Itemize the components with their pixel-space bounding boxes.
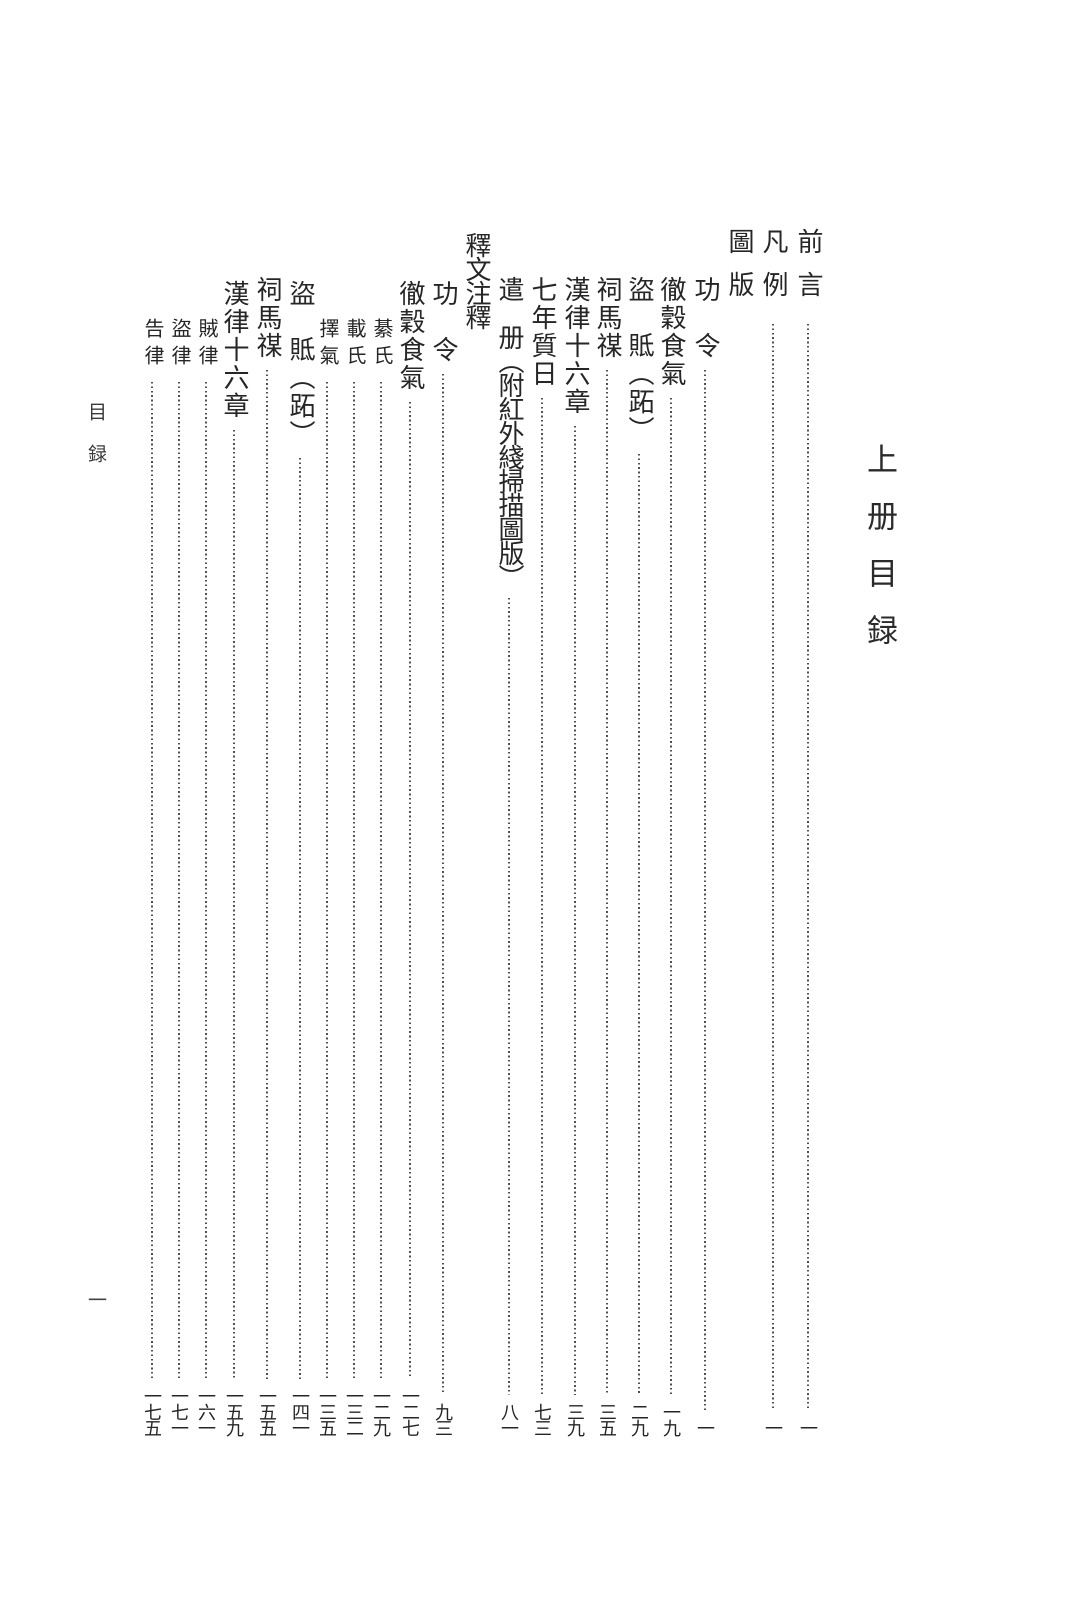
toc-section-heading-text: 釋文注釋 bbox=[462, 232, 491, 328]
toc-entry-page: 八一 bbox=[499, 1403, 519, 1435]
toc-entry-page: 三九 bbox=[565, 1403, 585, 1435]
toc-entry-title: 綦氏 bbox=[370, 318, 392, 372]
toc-entry: 功 令 一 bbox=[688, 276, 722, 1435]
dotted-leader bbox=[151, 382, 153, 1379]
toc-entry: 祠馬禖 三五 bbox=[590, 276, 624, 1435]
toc-entry: 七年質日 七三 bbox=[525, 276, 559, 1435]
toc-entry-title: 祠馬禖 bbox=[253, 276, 282, 360]
dotted-leader bbox=[606, 370, 608, 1395]
toc-entry-page: 一 bbox=[798, 1419, 818, 1435]
dotted-leader bbox=[299, 458, 301, 1379]
dotted-leader bbox=[541, 398, 543, 1395]
toc-entry-title: 漢律十六章 bbox=[220, 280, 249, 420]
toc-entry: 漢律十六章 一五九 bbox=[217, 280, 251, 1435]
dotted-leader bbox=[574, 426, 576, 1395]
toc-entry-page: 一四一 bbox=[290, 1387, 310, 1435]
toc-entry: 徹穀食氣 一二七 bbox=[393, 280, 427, 1435]
dotted-leader bbox=[178, 382, 180, 1379]
folio-number: 一 bbox=[85, 1290, 106, 1309]
toc-entry-title: 功 令 bbox=[429, 280, 458, 364]
toc-entry-title: 盜律 bbox=[168, 318, 190, 372]
toc-entry-page: 一 bbox=[763, 1419, 783, 1435]
dotted-leader bbox=[205, 382, 207, 1379]
toc-entry-title: 盜 貾（跖） bbox=[625, 276, 654, 444]
toc-entry-page: 七三 bbox=[532, 1403, 552, 1435]
toc-entry: 遣 册（附紅外綫掃描圖版） 八一 bbox=[492, 276, 526, 1435]
toc-subentry: 載氏 一三二 bbox=[337, 318, 371, 1435]
toc-entry-title: 擇氣 bbox=[316, 318, 338, 372]
dotted-leader bbox=[670, 398, 672, 1395]
toc-subentry: 盜律 一七一 bbox=[162, 318, 196, 1435]
toc-entry: 功 令 九三 bbox=[426, 280, 460, 1435]
toc-entry-title: 漢律十六章 bbox=[561, 276, 590, 416]
toc-entry: 盜 貾（跖） 一四一 bbox=[283, 280, 317, 1435]
toc-entry-title: 徹穀食氣 bbox=[657, 276, 686, 388]
toc-entry-page: 一七五 bbox=[142, 1387, 162, 1435]
dotted-leader bbox=[772, 324, 774, 1411]
toc-entry-title: 祠馬禖 bbox=[593, 276, 622, 360]
toc-entry-page: 一三五 bbox=[317, 1387, 337, 1435]
toc-entry-page: 九三 bbox=[433, 1403, 453, 1435]
toc-entry-page: 一五五 bbox=[257, 1387, 277, 1435]
toc-subentry: 綦氏 一二九 bbox=[364, 318, 398, 1435]
toc-entry-page: 一七一 bbox=[169, 1387, 189, 1435]
toc-entry-page: 一二七 bbox=[400, 1387, 420, 1435]
toc-subentry: 告律 一七五 bbox=[135, 318, 169, 1435]
toc-entry: 祠馬禖 一五五 bbox=[250, 276, 284, 1435]
dotted-leader bbox=[233, 430, 235, 1379]
dotted-leader bbox=[409, 402, 411, 1379]
toc-entry: 前言 一 bbox=[791, 228, 825, 1435]
toc-subentry: 擇氣 一三五 bbox=[310, 318, 344, 1435]
toc-entry-title: 功 令 bbox=[691, 276, 720, 360]
toc-entry: 凡例 一 bbox=[756, 228, 790, 1435]
dotted-leader bbox=[704, 370, 706, 1411]
dotted-leader bbox=[807, 324, 809, 1411]
toc-entry-page: 一 bbox=[695, 1419, 715, 1435]
toc-entry-title: 七年質日 bbox=[528, 276, 557, 388]
toc-entry-title: 告律 bbox=[141, 318, 163, 372]
margin-label: 目録 bbox=[85, 402, 106, 486]
toc-entry-title: 遣 册（附紅外綫掃描圖版） bbox=[495, 276, 524, 588]
toc-section-heading-text: 圖版 bbox=[725, 228, 754, 314]
dotted-leader bbox=[442, 374, 444, 1395]
toc-entry: 徹穀食氣 一九 bbox=[654, 276, 688, 1435]
toc-entry: 盜 貾（跖） 二九 bbox=[622, 276, 656, 1435]
toc-entry-page: 一九 bbox=[661, 1403, 681, 1435]
dotted-leader bbox=[353, 382, 355, 1379]
dotted-leader bbox=[380, 382, 382, 1379]
volume-title: 上册目録 bbox=[862, 443, 897, 671]
toc-section-heading: 釋文注釋 bbox=[459, 232, 493, 328]
toc-entry-page: 二九 bbox=[629, 1403, 649, 1435]
toc-entry-page: 一五九 bbox=[224, 1387, 244, 1435]
toc-entry-page: 一六一 bbox=[196, 1387, 216, 1435]
toc-entry-page: 一三二 bbox=[344, 1387, 364, 1435]
dotted-leader bbox=[638, 454, 640, 1395]
toc-entry: 漢律十六章 三九 bbox=[558, 276, 592, 1435]
toc-section-heading: 圖版 bbox=[722, 228, 756, 314]
dotted-leader bbox=[326, 382, 328, 1379]
dotted-leader bbox=[508, 598, 510, 1395]
toc-entry-title: 盜 貾（跖） bbox=[286, 280, 315, 448]
toc-entry-title: 前言 bbox=[794, 228, 823, 314]
toc-entry-page: 三五 bbox=[597, 1403, 617, 1435]
toc-entry-title: 徹穀食氣 bbox=[396, 280, 425, 392]
toc-entry-title: 凡例 bbox=[759, 228, 788, 314]
toc-subentry: 賊律 一六一 bbox=[189, 318, 223, 1435]
toc-entry-title: 載氏 bbox=[343, 318, 365, 372]
toc-entry-title: 賊律 bbox=[195, 318, 217, 372]
toc-entry-page: 一二九 bbox=[371, 1387, 391, 1435]
dotted-leader bbox=[266, 370, 268, 1379]
